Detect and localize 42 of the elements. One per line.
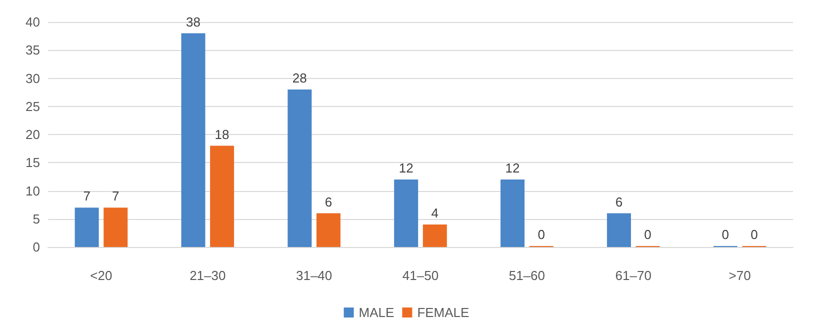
y-tick-label: 40 bbox=[26, 14, 40, 30]
y-tick-label: 20 bbox=[26, 127, 40, 142]
bar bbox=[316, 213, 340, 247]
data-label: 28 bbox=[292, 70, 307, 86]
x-tick-label: 41–50 bbox=[402, 268, 439, 283]
x-tick-label: >70 bbox=[728, 268, 751, 283]
bar bbox=[500, 180, 525, 247]
y-tick-label: 25 bbox=[26, 98, 40, 114]
bar bbox=[210, 146, 234, 247]
x-tick-label: 31–40 bbox=[296, 268, 332, 283]
bar bbox=[288, 90, 312, 247]
bar bbox=[104, 208, 128, 247]
bar bbox=[394, 180, 418, 247]
y-tick-label: 10 bbox=[26, 183, 40, 198]
data-label: 7 bbox=[112, 188, 120, 204]
y-tick-label: 5 bbox=[32, 211, 40, 226]
data-label: 0 bbox=[538, 227, 545, 242]
data-label: 38 bbox=[186, 14, 200, 30]
data-label: 6 bbox=[615, 194, 623, 210]
data-label: 0 bbox=[750, 227, 758, 242]
data-label: 12 bbox=[398, 160, 414, 176]
legend-label: FEMALE bbox=[417, 305, 470, 320]
legend-label: MALE bbox=[358, 305, 395, 320]
bar bbox=[74, 208, 99, 247]
y-tick-label: 30 bbox=[26, 70, 40, 86]
y-tick-label: 0 bbox=[32, 240, 40, 254]
bar bbox=[606, 213, 631, 247]
data-label: 0 bbox=[722, 227, 730, 242]
bar bbox=[422, 224, 447, 247]
data-label: 12 bbox=[505, 160, 520, 176]
data-label: 6 bbox=[324, 194, 332, 210]
data-label: 0 bbox=[644, 227, 652, 242]
data-label: 4 bbox=[431, 206, 439, 220]
data-label: 18 bbox=[214, 126, 230, 142]
x-tick-label: 61–70 bbox=[615, 268, 652, 283]
bar bbox=[181, 33, 206, 247]
y-tick-label: 35 bbox=[26, 42, 40, 58]
x-tick-label: 21–30 bbox=[190, 268, 226, 283]
data-label: 7 bbox=[83, 188, 90, 204]
x-tick-label: 51–60 bbox=[508, 268, 546, 283]
y-tick-label: 15 bbox=[26, 155, 40, 170]
x-tick-label: <20 bbox=[90, 268, 112, 283]
